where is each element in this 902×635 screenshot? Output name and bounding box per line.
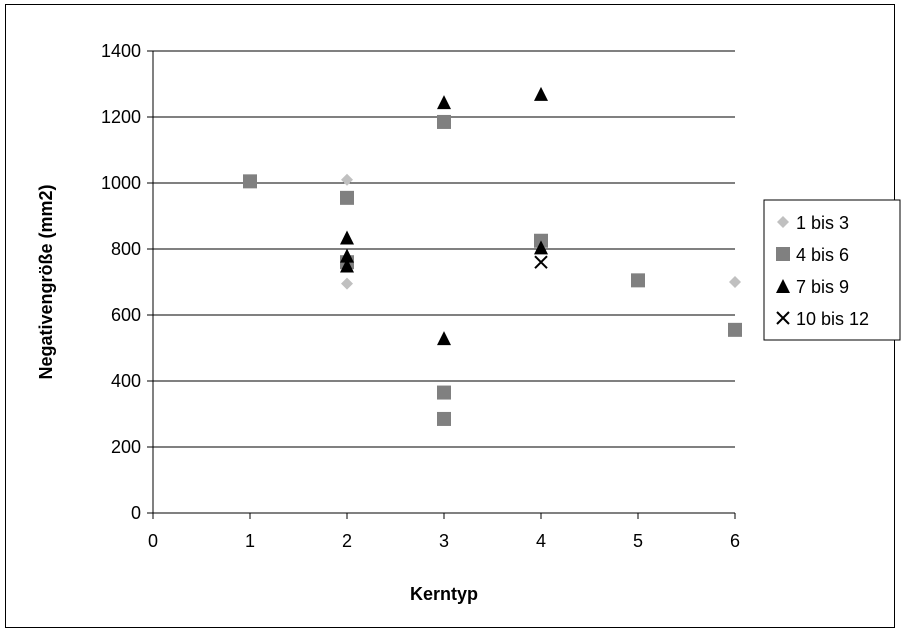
data-point-x — [534, 255, 548, 269]
x-tick-label: 0 — [148, 531, 158, 551]
legend-marker-triangle — [776, 279, 790, 293]
data-point-triangle — [340, 248, 354, 263]
y-tick-label: 1200 — [101, 107, 141, 127]
data-point-diamond — [729, 276, 741, 288]
data-points — [243, 86, 742, 426]
y-tick-label: 200 — [111, 437, 141, 457]
data-point-square — [437, 385, 451, 400]
y-tick-label: 0 — [131, 503, 141, 523]
legend-marker-x — [776, 311, 790, 325]
data-point-square — [631, 273, 645, 288]
data-point-triangle — [437, 331, 451, 346]
data-point-square — [728, 322, 742, 337]
y-axis-title: Negativengröße (mm2) — [36, 184, 56, 379]
data-point-triangle — [534, 86, 548, 101]
x-tick-label: 3 — [439, 531, 449, 551]
data-point-square — [437, 411, 451, 426]
data-point-square — [243, 174, 257, 189]
legend: 1 bis 3 4 bis 6 7 bis 9 10 bis 12 — [763, 199, 901, 341]
data-point-square — [340, 190, 354, 205]
data-point-triangle — [340, 258, 354, 273]
y-tick-label: 800 — [111, 239, 141, 259]
data-point-triangle — [534, 240, 548, 255]
data-point-diamond — [341, 173, 353, 186]
x-axis-title: Kerntyp — [410, 584, 478, 604]
y-tick-label: 1400 — [101, 41, 141, 61]
y-tick-label: 600 — [111, 305, 141, 325]
legend-label: 4 bis 6 — [796, 245, 849, 265]
x-tick-label: 2 — [342, 531, 352, 551]
x-tick-label: 4 — [536, 531, 546, 551]
legend-marker-square — [776, 247, 790, 261]
data-point-triangle — [437, 95, 451, 110]
legend-marker-diamond — [777, 216, 789, 228]
legend-label: 10 bis 12 — [796, 309, 869, 329]
x-tick-label: 5 — [633, 531, 643, 551]
legend-label: 1 bis 3 — [796, 213, 849, 233]
y-tick-label: 1000 — [101, 173, 141, 193]
data-point-square — [437, 114, 451, 129]
x-tick-label: 1 — [245, 531, 255, 551]
legend-label: 7 bis 9 — [796, 277, 849, 297]
data-point-triangle — [340, 230, 354, 245]
x-tick-label: 6 — [730, 531, 740, 551]
y-tick-label: 400 — [111, 371, 141, 391]
axes: 0 200 400 600 800 1000 1200 1400 0 1 2 3 4 5 6 — [101, 41, 740, 551]
data-point-diamond — [341, 277, 353, 290]
